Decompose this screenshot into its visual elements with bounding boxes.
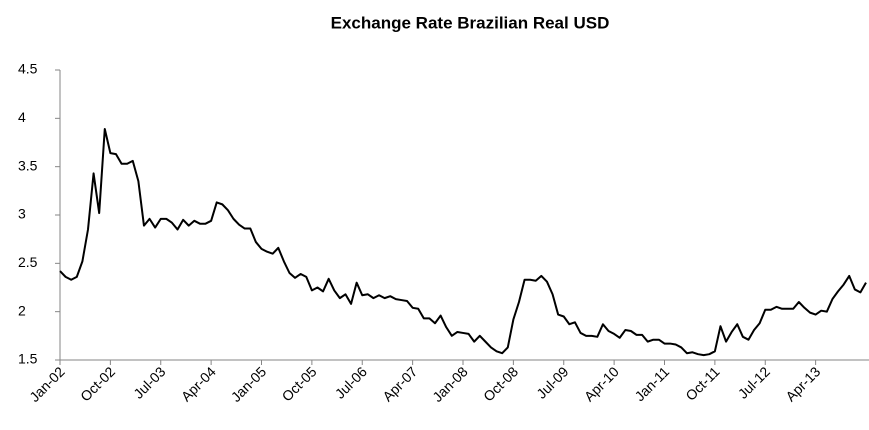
x-tick-label: Jul-09 xyxy=(533,363,571,401)
y-tick-label: 2.5 xyxy=(18,254,38,270)
x-tick-label: Apr-07 xyxy=(379,363,420,404)
x-tick-label: Jan-05 xyxy=(228,363,270,405)
chart-title: Exchange Rate Brazilian Real USD xyxy=(331,13,610,32)
y-tick-label: 3.5 xyxy=(18,157,38,173)
x-tick-label: Jan-11 xyxy=(631,363,672,404)
y-tick-label: 1.5 xyxy=(18,351,38,367)
x-tick-label: Oct-05 xyxy=(279,363,320,404)
x-tick-label: Oct-08 xyxy=(480,363,521,404)
x-tick-label: Apr-13 xyxy=(782,363,823,404)
x-tick-label: Apr-10 xyxy=(581,363,622,404)
x-tick-label: Jul-03 xyxy=(130,363,168,401)
y-tick-label: 3 xyxy=(18,206,26,222)
x-tick-label: Oct-02 xyxy=(77,363,118,404)
x-tick-label: Jul-12 xyxy=(735,363,773,401)
x-tick-label: Jul-06 xyxy=(332,363,370,401)
y-tick-label: 4 xyxy=(18,109,26,125)
y-tick-label: 4.5 xyxy=(18,61,38,77)
x-tick-label: Jan-08 xyxy=(429,363,471,405)
line xyxy=(59,127,867,357)
x-tick-label: Jan-02 xyxy=(26,363,68,405)
y-tick-label: 2 xyxy=(18,302,26,318)
x-tick-label: Apr-04 xyxy=(178,363,219,404)
x-tick-label: Oct-11 xyxy=(682,363,722,403)
